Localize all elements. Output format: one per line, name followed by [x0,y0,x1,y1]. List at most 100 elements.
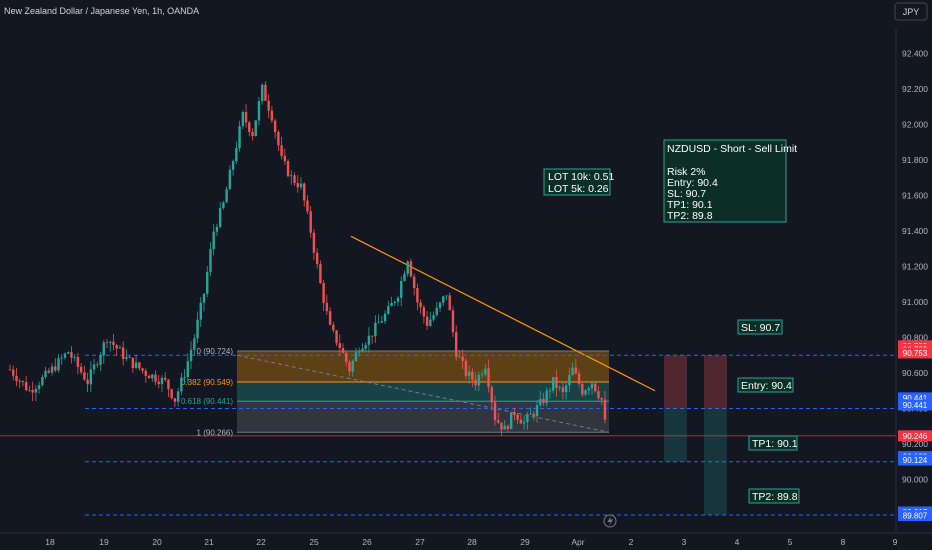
candle-body [548,390,552,392]
risk-reward-boxes[interactable] [664,355,727,515]
candle-body [144,370,147,376]
candle-body [577,373,581,384]
candle-body [341,348,345,353]
price-tick-label: 92.200 [902,84,928,94]
candle-body [480,374,484,376]
candle-body [63,353,67,358]
short-position-2-risk[interactable] [704,355,727,409]
time-tick-label: 5 [788,537,793,547]
trade-plan-box[interactable]: NZDUSD - Short - Sell Limit Risk 2% Entr… [663,139,797,223]
candle-body [215,226,219,232]
candle-body [516,414,519,420]
candle-body [86,379,89,385]
candle-body [202,293,206,303]
candle-body [600,398,603,400]
candle-body [92,364,96,370]
trade-plan-entry: Entry: 90.4 [667,177,718,189]
candle-body [112,341,115,346]
candle-body [264,84,267,101]
candle-body [558,387,561,389]
candle-body [358,351,361,353]
short-position-2-reward[interactable] [704,408,727,516]
candle-body [54,366,57,371]
candle-body [442,296,445,303]
candle-body [121,347,125,359]
descending-trend-line[interactable] [350,235,656,392]
fib-zone-0618-1 [237,401,609,433]
candle-body [138,362,141,369]
candle-body [115,345,118,349]
candle-body [526,414,529,423]
price-badge-label: 90.246 [903,432,928,441]
tp2-label[interactable]: TP2: 89.8 [748,488,800,504]
candle-body [448,295,451,311]
candle-body [351,361,354,372]
candle-body [493,402,497,421]
trend-lines[interactable] [236,235,656,433]
candle-body [83,372,86,380]
candle-body [594,383,597,392]
tp1-label[interactable]: TP1: 90.1 [748,435,798,451]
candle-body [319,263,322,284]
candle-body [315,252,319,264]
candle-body [354,352,358,362]
candle-body [306,200,309,212]
candle-body [134,362,138,368]
candle-body [125,357,128,359]
candle-body [131,357,135,368]
candle-body [325,302,329,312]
candle-body [41,377,44,386]
currency-button[interactable]: JPY [894,2,928,21]
candlesticks[interactable] [8,81,607,437]
candle-body [364,344,367,349]
candle-body [261,84,264,102]
lot-size-box[interactable]: LOT 10k: 0.51 LOT 5k: 0.26 [543,168,615,196]
fib-zone-0-0382 [237,350,609,383]
fibonacci-retracement[interactable]: 0 (90.724) 0.382 (90.549) 0.618 (90.441) 1 … [181,347,609,437]
candle-body [374,322,377,337]
candle-body [238,126,241,149]
candle-body [590,383,594,389]
time-tick-label: 3 [682,537,687,547]
time-axis[interactable]: 18 19 20 21 22 25 26 27 28 29 Apr 2 3 4 5 8 9 [45,537,897,547]
trade-plan-risk: Risk 2% [667,166,706,178]
candle-body [293,175,296,184]
candle-body [338,343,341,349]
price-badge-label: 90.124 [903,456,928,465]
candle-body [361,348,364,352]
candle-body [176,391,180,402]
candle-body [571,367,574,376]
candle-body [561,387,565,393]
candle-body [390,303,393,307]
candle-body [273,120,277,133]
price-badge-label: 90.753 [903,349,928,358]
candle-body [47,370,50,373]
short-position-1-reward[interactable] [664,408,687,462]
sl-label[interactable]: SL: 90.7 [737,319,783,335]
candle-body [564,385,568,393]
candle-body [419,302,422,308]
price-badge-label: 90.441 [903,401,928,410]
candle-body [280,145,283,156]
lightning-icon[interactable] [603,514,617,528]
candle-body [555,377,558,388]
candle-body [461,356,464,361]
candle-body [370,335,374,337]
candle-body [487,368,490,388]
candle-body [312,232,316,253]
candle-body [128,357,131,358]
candle-body [37,385,41,389]
candle-body [15,375,18,382]
candle-body [183,377,186,378]
price-tick-label: 91.800 [902,155,928,165]
price-tick-label: 92.000 [902,120,928,130]
candle-body [396,297,400,302]
candle-body [67,352,70,354]
short-position-1-risk[interactable] [664,355,687,409]
candle-body [403,273,406,281]
entry-label[interactable]: Entry: 90.4 [737,377,794,393]
candle-body [451,310,455,333]
horizontal-levels[interactable] [0,354,896,516]
candle-body [484,368,487,375]
